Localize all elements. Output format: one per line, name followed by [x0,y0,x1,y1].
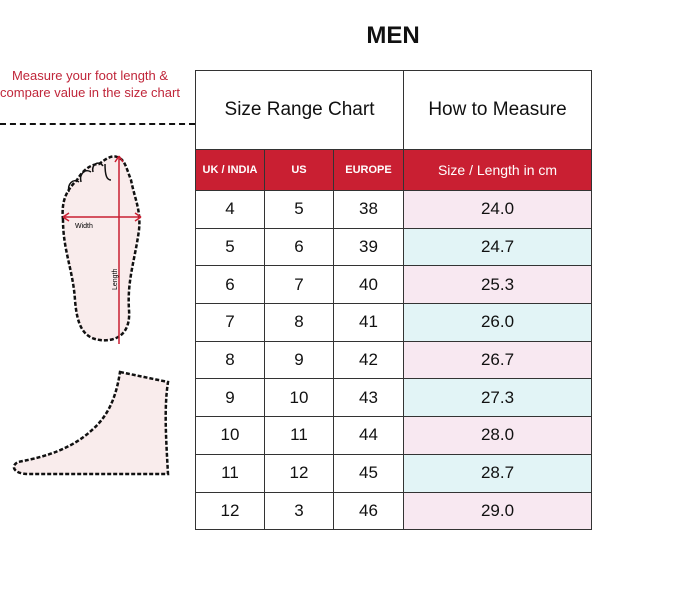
us-size-cell: 5 [264,190,334,229]
length-cm-cell: 27.3 [403,378,592,418]
length-cm-cell: 28.0 [403,416,592,455]
foot-top-illustration: Width Length [61,155,142,344]
europe-size-cell: 43 [333,378,404,418]
table-row: 5 6 39 24.7 [195,227,592,267]
width-label: Width [75,223,93,230]
column-header-length: Size / Length in cm [403,149,592,191]
column-header-europe: EUROPE [333,149,404,191]
uk-size-cell: 6 [195,265,265,305]
uk-size-cell: 10 [195,416,265,455]
length-cm-cell: 29.0 [403,491,592,531]
uk-size-cell: 5 [195,227,265,267]
europe-size-cell: 44 [333,416,404,455]
europe-size-cell: 45 [333,453,404,493]
length-cm-cell: 24.0 [403,190,592,229]
table-row: 11 12 45 28.7 [195,453,592,493]
europe-size-cell: 42 [333,340,404,380]
us-size-cell: 12 [264,453,334,493]
measure-instruction: Measure your foot length & compare value… [0,68,180,100]
table-row: 6 7 40 25.3 [195,265,592,305]
uk-size-cell: 12 [195,491,265,531]
table-row: 9 10 43 27.3 [195,378,592,418]
table-row: 10 11 44 28.0 [195,416,592,455]
page-title: MEN [366,22,420,49]
size-range-heading: Size Range Chart [195,70,404,150]
us-size-cell: 7 [264,265,334,305]
table-row: 7 8 41 26.0 [195,303,592,342]
how-to-measure-heading: How to Measure [403,70,592,150]
uk-size-cell: 8 [195,340,265,380]
us-size-cell: 9 [264,340,334,380]
europe-size-cell: 38 [333,190,404,229]
column-header-us: US [264,149,334,191]
uk-size-cell: 7 [195,303,265,342]
us-size-cell: 10 [264,378,334,418]
europe-size-cell: 46 [333,491,404,531]
table-row: 8 9 42 26.7 [195,340,592,380]
europe-size-cell: 41 [333,303,404,342]
size-table: Size Range Chart How to Measure UK / IND… [195,70,592,531]
uk-size-cell: 4 [195,190,265,229]
foot-side-illustration [12,370,170,476]
uk-size-cell: 9 [195,378,265,418]
length-cm-cell: 26.7 [403,340,592,380]
us-size-cell: 3 [264,491,334,531]
uk-size-cell: 11 [195,453,265,493]
us-size-cell: 8 [264,303,334,342]
dashed-divider [0,123,195,125]
column-header-uk: UK / INDIA [195,149,265,191]
europe-size-cell: 40 [333,265,404,305]
length-cm-cell: 25.3 [403,265,592,305]
length-label: Length [112,268,119,290]
length-cm-cell: 24.7 [403,227,592,267]
table-row: 4 5 38 24.0 [195,190,592,229]
us-size-cell: 6 [264,227,334,267]
length-cm-cell: 26.0 [403,303,592,342]
us-size-cell: 11 [264,416,334,455]
europe-size-cell: 39 [333,227,404,267]
length-cm-cell: 28.7 [403,453,592,493]
table-row: 12 3 46 29.0 [195,491,592,531]
